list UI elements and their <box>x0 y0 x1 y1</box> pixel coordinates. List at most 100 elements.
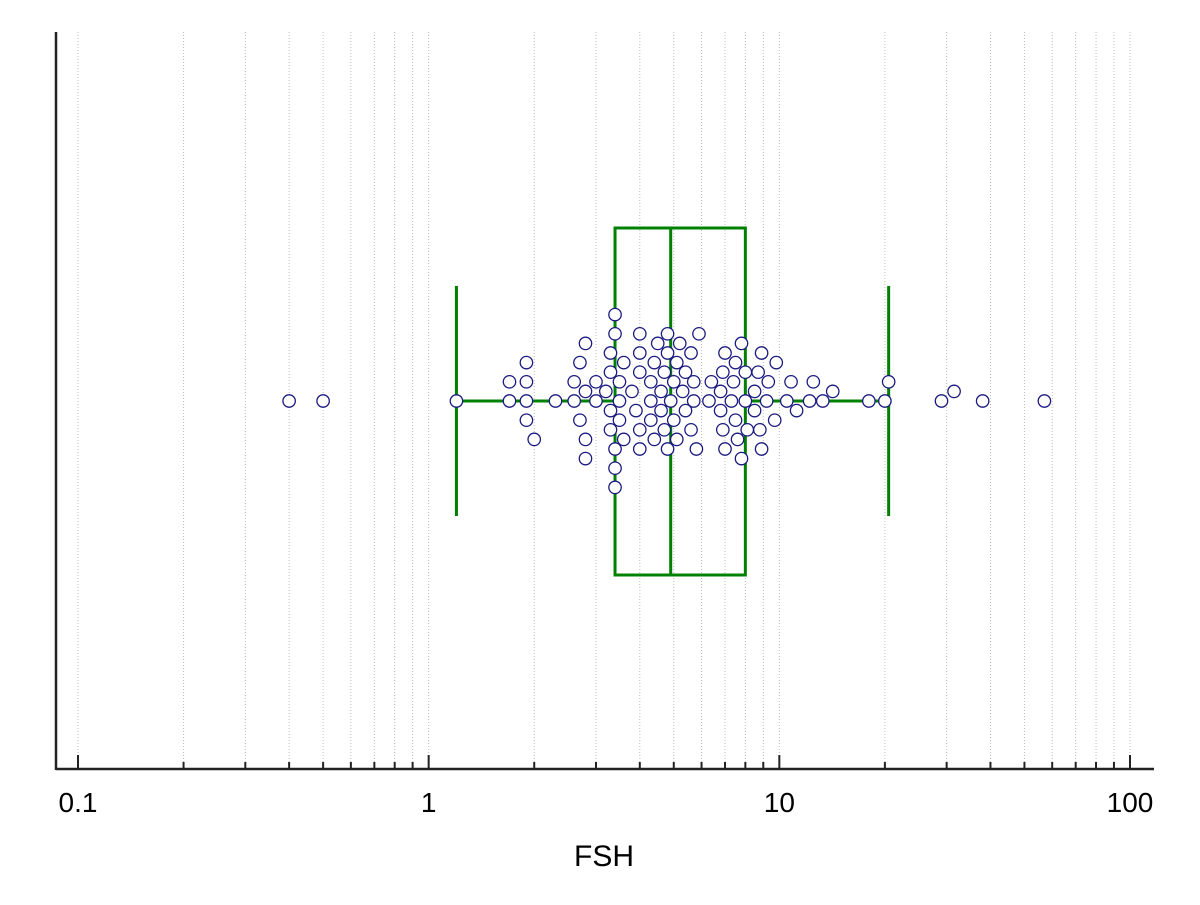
data-point <box>629 403 643 418</box>
data-point <box>502 394 517 408</box>
data-point <box>684 346 698 360</box>
data-point <box>734 336 749 351</box>
data-point <box>715 365 730 380</box>
data-point <box>718 346 732 360</box>
data-point <box>650 336 665 351</box>
data-point <box>578 432 593 447</box>
data-point <box>702 394 716 408</box>
data-point <box>738 365 753 380</box>
data-point <box>589 394 603 408</box>
data-point <box>669 355 684 370</box>
data-point <box>753 422 767 437</box>
data-point <box>878 394 892 408</box>
data-point <box>754 346 769 360</box>
data-point <box>769 355 784 370</box>
data-point <box>316 394 330 408</box>
x-tick-label: 100 <box>1107 787 1154 818</box>
data-point <box>603 365 618 380</box>
data-point <box>747 384 762 399</box>
data-point <box>632 326 647 341</box>
data-point <box>589 374 603 389</box>
data-point <box>578 451 593 466</box>
data-point <box>692 326 706 341</box>
data-points <box>282 307 1052 495</box>
data-point <box>654 384 668 399</box>
data-point <box>740 422 755 437</box>
data-point <box>704 374 719 389</box>
data-point <box>573 355 587 370</box>
data-point <box>612 394 627 408</box>
data-point <box>815 394 830 408</box>
data-point <box>734 451 749 466</box>
data-point <box>686 374 701 389</box>
data-point <box>647 432 662 447</box>
data-point <box>675 384 690 399</box>
data-point <box>686 394 701 408</box>
data-point <box>578 384 593 399</box>
data-point <box>759 394 774 408</box>
data-point <box>632 346 647 360</box>
data-point <box>726 374 741 389</box>
data-point <box>625 384 639 399</box>
data-point <box>789 403 804 418</box>
x-tick-label: 10 <box>764 787 795 818</box>
data-point <box>608 326 622 341</box>
data-point <box>632 422 647 437</box>
data-point <box>548 394 563 408</box>
data-point <box>802 394 817 408</box>
data-point <box>502 374 517 389</box>
data-point <box>578 336 593 351</box>
data-point <box>678 365 693 380</box>
data-point <box>603 403 618 418</box>
data-point <box>519 394 534 408</box>
data-point <box>282 394 296 408</box>
data-point <box>724 394 739 408</box>
data-point <box>608 461 622 476</box>
data-point <box>616 432 631 447</box>
data-point <box>779 394 794 408</box>
data-point <box>730 432 745 447</box>
data-point <box>608 307 622 322</box>
data-point <box>573 413 587 428</box>
data-point <box>449 394 464 408</box>
data-point <box>612 374 627 389</box>
axes <box>54 32 1154 771</box>
data-point <box>934 394 949 408</box>
data-point <box>718 442 732 456</box>
data-point <box>660 346 675 360</box>
data-point <box>519 413 534 428</box>
data-point <box>643 394 658 408</box>
data-point <box>632 442 647 456</box>
data-point <box>643 374 658 389</box>
data-point <box>519 355 534 370</box>
x-tick-label: 0.1 <box>59 787 98 818</box>
data-point <box>669 432 684 447</box>
data-point <box>747 403 762 418</box>
data-point <box>657 365 672 380</box>
data-point <box>527 432 542 447</box>
data-point <box>660 326 675 341</box>
data-point <box>751 365 765 380</box>
data-point <box>598 384 613 399</box>
data-point <box>713 403 728 418</box>
x-axis-title: FSH <box>574 840 634 873</box>
data-point <box>612 413 627 428</box>
data-point <box>689 442 704 456</box>
data-point <box>761 374 776 389</box>
data-point <box>603 422 618 437</box>
data-point <box>608 442 622 456</box>
data-point <box>666 413 681 428</box>
x-ticks: 0.1 1 10 100 <box>59 755 1154 818</box>
data-point <box>728 413 743 428</box>
data-point <box>608 480 622 495</box>
data-point <box>881 374 896 389</box>
data-point <box>1037 394 1052 408</box>
data-point <box>754 442 769 456</box>
data-point <box>784 374 798 389</box>
data-point <box>975 394 990 408</box>
data-point <box>713 384 728 399</box>
data-point <box>666 374 681 389</box>
data-point <box>767 413 782 428</box>
